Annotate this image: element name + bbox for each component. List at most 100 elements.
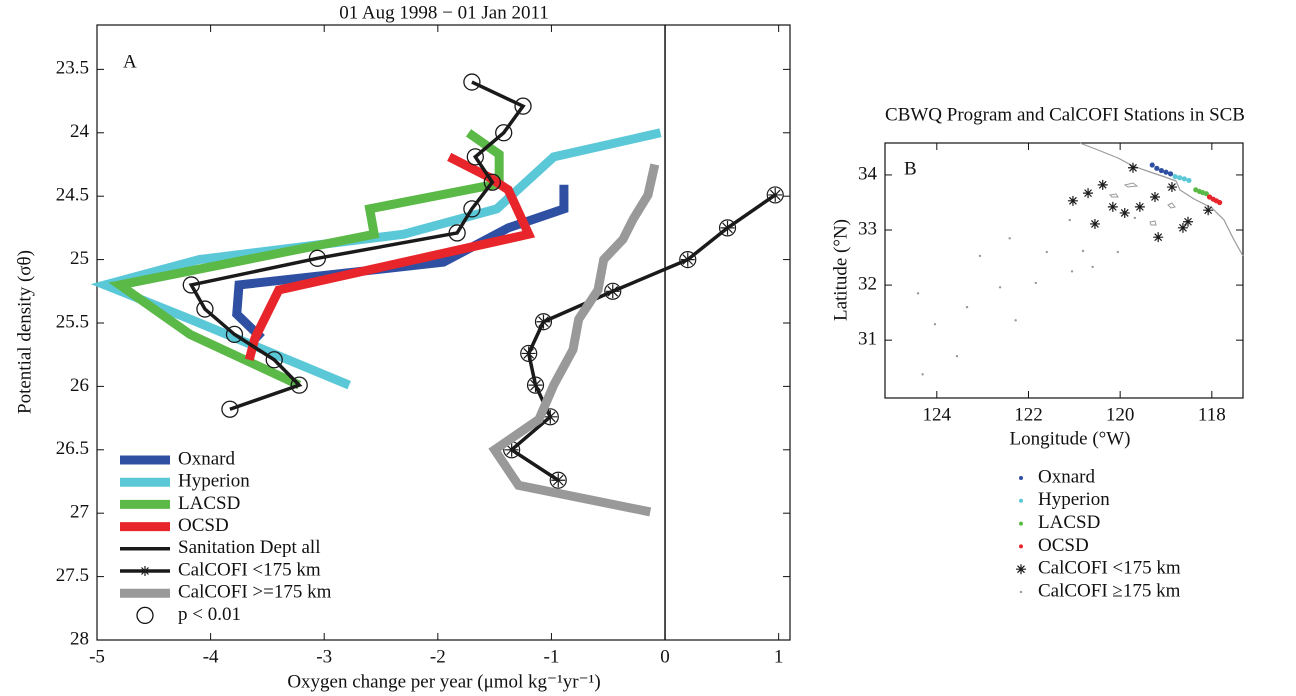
- chart-title: 01 Aug 1998 − 01 Jan 2011: [339, 2, 549, 23]
- series-line: [508, 193, 777, 482]
- legend-label: CalCOFI <175 km: [1038, 558, 1181, 579]
- point-marker: [221, 400, 239, 418]
- point-marker: [1172, 173, 1178, 180]
- point-marker: [290, 376, 308, 394]
- point-marker: [1081, 249, 1085, 253]
- point-marker: [1149, 162, 1155, 168]
- point-marker: [955, 354, 959, 358]
- point-marker: [679, 251, 697, 269]
- legend-label: p < 0.01: [178, 604, 241, 625]
- point-marker: [1158, 167, 1165, 174]
- point-marker: [448, 224, 466, 242]
- point-marker: [1067, 195, 1078, 206]
- y-axis-label: Potential density (σθ): [14, 250, 35, 414]
- legend-marker: [1019, 521, 1023, 526]
- point-marker: [1177, 222, 1188, 233]
- point-marker: [463, 73, 481, 91]
- legend-label: Sanitation Dept all: [178, 537, 320, 558]
- y-tick-label: 34: [858, 163, 878, 184]
- x-tick-label: -4: [203, 646, 219, 667]
- legend-label: Oxnard: [178, 448, 235, 469]
- point-marker: [1153, 232, 1164, 243]
- point-marker: [225, 325, 244, 344]
- point-marker: [1014, 319, 1017, 322]
- legend-marker: [1019, 476, 1023, 480]
- y-tick-label: 24.5: [56, 185, 89, 206]
- point-marker: [1127, 162, 1138, 173]
- point-marker: [1097, 179, 1108, 190]
- legend-label: Oxnard: [1038, 466, 1095, 487]
- y-tick-label: 27.5: [56, 565, 89, 586]
- point-marker: [541, 408, 559, 426]
- point-marker: [1217, 199, 1223, 206]
- coastline: [1079, 142, 1244, 257]
- x-tick-label: -1: [544, 646, 560, 667]
- series-line: [488, 163, 660, 517]
- point-marker: [1045, 250, 1049, 254]
- point-marker: [965, 305, 969, 309]
- point-marker: [182, 276, 200, 294]
- islands: [1108, 182, 1176, 226]
- point-marker: [495, 124, 513, 142]
- x-tick-label: 124: [923, 404, 952, 425]
- point-marker: [534, 313, 553, 331]
- point-marker: [549, 471, 567, 489]
- legend-marker: [1019, 590, 1023, 594]
- point-marker: [1149, 191, 1160, 202]
- y-tick-label: 26.5: [56, 438, 89, 459]
- point-marker: [463, 200, 481, 218]
- y-tick-label: 33: [858, 218, 877, 239]
- series-line: [232, 184, 569, 342]
- x-tick-label: 122: [1014, 404, 1043, 425]
- x-tick-label: 120: [1106, 404, 1135, 425]
- point-marker: [466, 148, 484, 166]
- point-marker: [1119, 207, 1130, 218]
- legend-label: OCSD: [1038, 535, 1089, 556]
- point-marker: [1089, 218, 1100, 229]
- point-marker: [526, 376, 545, 394]
- legend-marker: [140, 566, 150, 576]
- chart-title: CBWQ Program and CalCOFI Stations in SCB: [885, 104, 1245, 125]
- point-marker: [916, 292, 920, 295]
- y-tick-label: 25.5: [56, 311, 89, 332]
- point-marker: [265, 351, 283, 369]
- x-axis-label: Longitude (°W): [1009, 428, 1130, 449]
- x-tick-label: -5: [89, 646, 105, 667]
- legend-marker: [1019, 544, 1023, 549]
- legend-label: Hyperion: [178, 471, 250, 492]
- x-tick-label: -3: [316, 646, 332, 667]
- point-marker: [503, 441, 521, 459]
- point-marker: [1034, 281, 1038, 285]
- point-marker: [1203, 205, 1214, 216]
- point-marker: [1203, 191, 1209, 197]
- series-line: [108, 129, 504, 390]
- y-tick-label: 27: [70, 502, 89, 523]
- point-marker: [921, 373, 924, 376]
- point-marker: [1154, 165, 1160, 171]
- x-tick-label: -2: [430, 646, 446, 667]
- y-tick-label: 23.5: [56, 58, 89, 79]
- legend-marker: [1016, 564, 1026, 575]
- point-marker: [1133, 216, 1137, 220]
- point-marker: [520, 344, 538, 362]
- point-marker: [1068, 218, 1071, 222]
- point-marker: [308, 249, 327, 267]
- legend-marker: [136, 606, 154, 625]
- y-tick-label: 25: [70, 248, 89, 269]
- x-tick-label: 118: [1198, 404, 1226, 425]
- panel-label: A: [123, 51, 137, 72]
- point-marker: [718, 219, 737, 237]
- legend-label: LACSD: [1038, 512, 1100, 533]
- point-marker: [1167, 171, 1174, 177]
- y-tick-label: 26: [70, 375, 89, 396]
- legend-label: LACSD: [178, 493, 240, 514]
- point-marker: [1134, 201, 1145, 212]
- point-marker: [1177, 175, 1183, 181]
- point-marker: [1008, 237, 1011, 240]
- legend-marker: [1019, 498, 1023, 503]
- point-marker: [196, 300, 214, 318]
- point-marker: [1116, 250, 1120, 254]
- point-marker: [1091, 265, 1094, 269]
